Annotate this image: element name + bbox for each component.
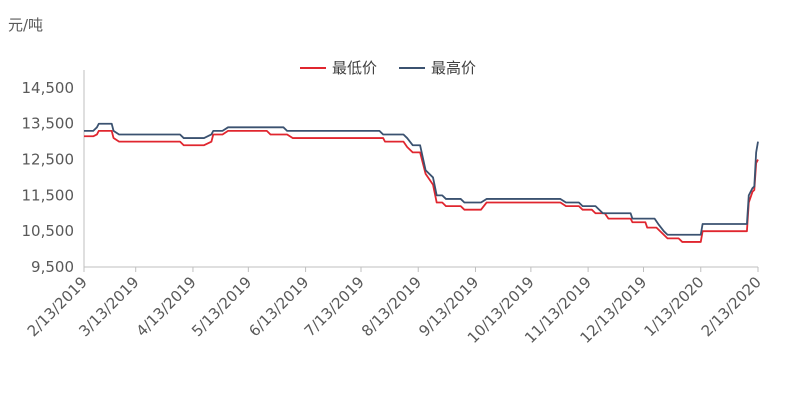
legend-label-min-price: 最低价 [332,59,378,77]
y-tick-label: 12,500 [22,151,75,169]
x-tick-label: 1/13/2020 [640,273,707,340]
x-tick-labels: 2/13/20193/13/20194/13/20195/13/20196/13… [24,267,765,347]
legend-label-max-price: 最高价 [431,59,477,77]
legend: 最低价 最高价 [300,57,476,78]
y-tick-labels: 9,500 10,500 11,500 12,500 13,500 14,500 [22,79,75,276]
series-lines [84,122,759,243]
y-tick-label: 10,500 [22,222,75,240]
legend-swatch-min-price [300,66,326,69]
legend-item-max-price: 最高价 [399,57,476,78]
y-tick-label: 9,500 [31,258,74,276]
x-tick-label: 2/13/2020 [698,273,765,340]
y-tick-label: 14,500 [22,79,75,97]
y-tick-label: 11,500 [22,186,75,204]
x-tick-label: 7/13/2019 [301,273,368,340]
legend-swatch-max-price [399,66,426,69]
x-tick-label: 5/13/2019 [188,273,255,340]
min-price-line [84,129,759,243]
y-tick-label: 13,500 [22,115,75,133]
legend-item-min-price: 最低价 [300,57,377,78]
x-tick-label: 8/13/2019 [358,273,425,340]
y-axis-unit-label: 元/吨 [8,16,44,34]
max-price-line [84,122,759,236]
